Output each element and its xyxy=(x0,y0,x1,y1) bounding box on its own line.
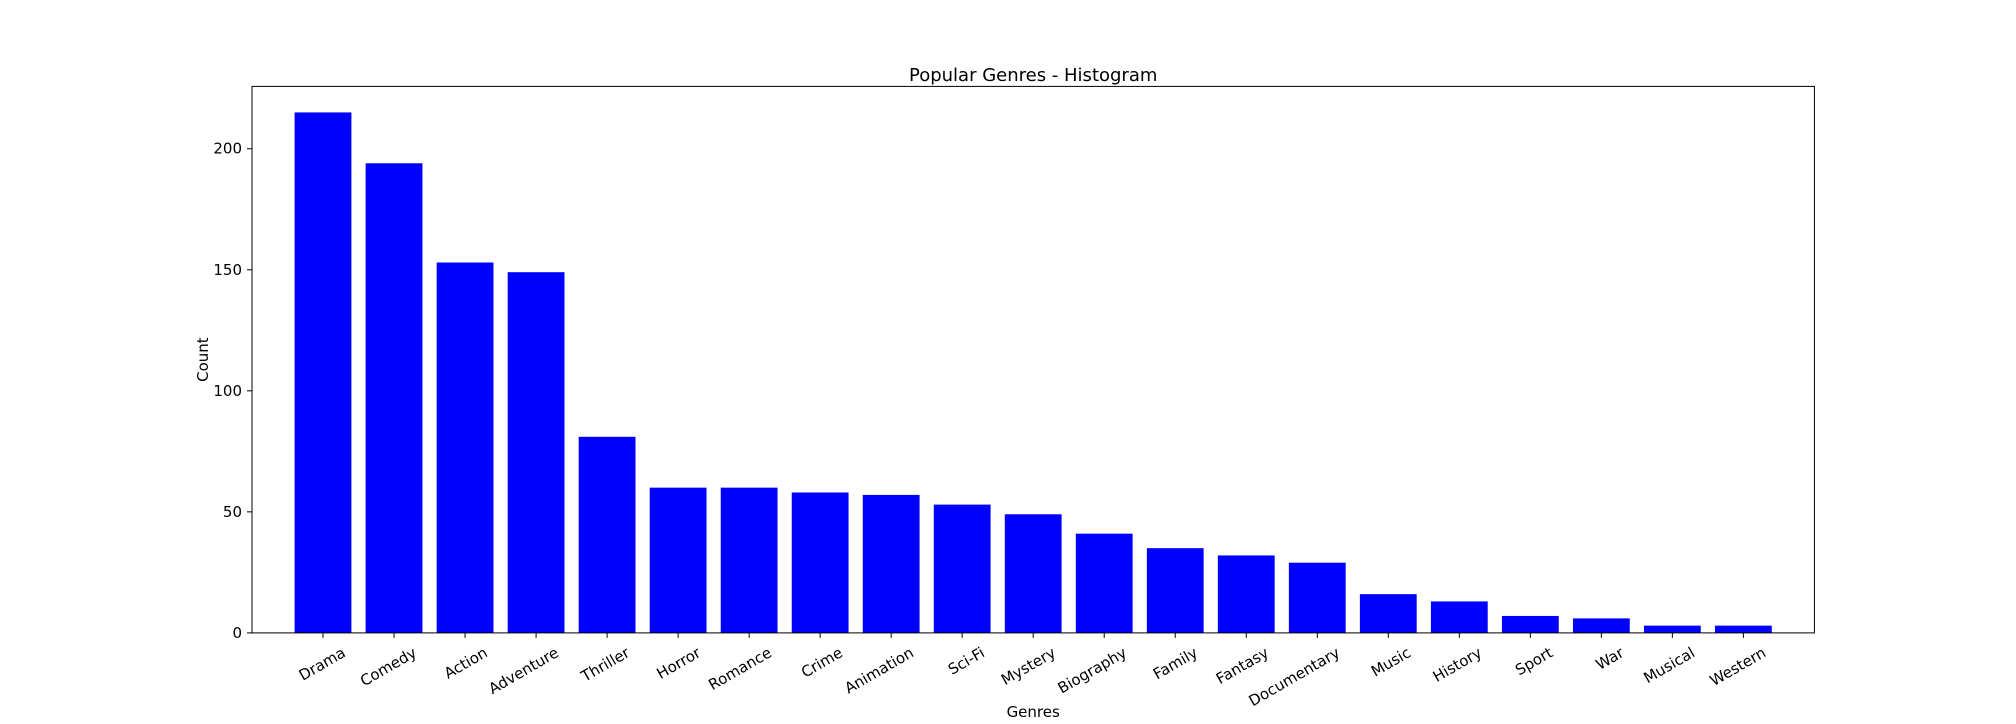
x-tick-label: Romance xyxy=(705,644,774,694)
x-tick-label: Western xyxy=(1707,644,1769,690)
x-tick-label: Adventure xyxy=(485,644,561,698)
x-tick-label: Sci-Fi xyxy=(945,644,988,679)
bar-biography xyxy=(1075,533,1133,633)
x-axis-label: Genres xyxy=(1007,703,1060,720)
x-tick-label: Action xyxy=(441,644,491,683)
bar-romance xyxy=(720,487,778,633)
x-tick-label: War xyxy=(1593,643,1628,674)
bar-documentary xyxy=(1288,562,1346,633)
bar-thriller xyxy=(578,436,636,633)
bar-action xyxy=(436,262,494,633)
y-tick-label: 200 xyxy=(213,140,242,158)
y-axis-label: Count xyxy=(194,337,212,382)
bar-western xyxy=(1714,625,1772,633)
y-axis: 0 50 100 150 200 xyxy=(213,140,252,642)
x-tick-label: Biography xyxy=(1055,643,1130,697)
bar-sport xyxy=(1501,615,1559,633)
x-tick-label: Mystery xyxy=(998,643,1059,689)
bar-fantasy xyxy=(1217,555,1275,633)
bar-animation xyxy=(862,494,920,633)
y-tick-label: 100 xyxy=(213,382,242,400)
x-tick-label: Music xyxy=(1368,644,1414,681)
x-tick-label: Drama xyxy=(296,644,349,685)
bar-mystery xyxy=(1004,514,1062,633)
bar-sci-fi xyxy=(933,504,991,633)
x-tick-label: Thriller xyxy=(577,643,633,686)
bar-adventure xyxy=(507,272,565,633)
bars-layer xyxy=(294,112,1772,633)
bar-music xyxy=(1359,594,1417,633)
x-tick-label: Comedy xyxy=(357,643,420,690)
x-tick-label: History xyxy=(1430,643,1485,685)
bar-family xyxy=(1146,548,1204,633)
bar-history xyxy=(1430,601,1488,633)
bar-war xyxy=(1572,618,1630,633)
bar-horror xyxy=(649,487,707,633)
y-tick-label: 50 xyxy=(223,503,242,521)
bar-comedy xyxy=(365,163,423,633)
x-tick-label: Animation xyxy=(842,644,917,698)
chart-title: Popular Genres - Histogram xyxy=(909,65,1157,86)
bar-musical xyxy=(1643,625,1701,633)
bar-drama xyxy=(294,112,352,633)
x-tick-label: Family xyxy=(1150,643,1201,683)
y-tick-label: 0 xyxy=(232,624,242,642)
x-tick-label: Crime xyxy=(798,644,846,682)
bar-crime xyxy=(791,492,849,633)
y-tick-label: 150 xyxy=(213,261,242,279)
x-tick-label: Horror xyxy=(654,643,705,683)
x-tick-label: Sport xyxy=(1512,643,1556,679)
x-tick-label: Musical xyxy=(1640,644,1698,688)
x-tick-label: Fantasy xyxy=(1213,643,1272,688)
